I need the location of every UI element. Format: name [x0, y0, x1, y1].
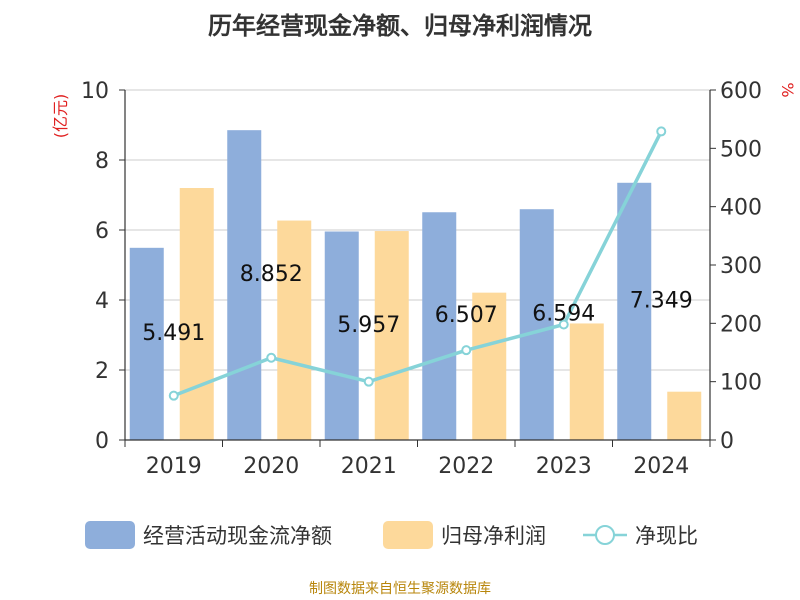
ratio-point-2024 [656, 126, 667, 137]
bar-cashflow-2021 [324, 231, 359, 440]
right-axis-unit: % [778, 82, 797, 97]
ratio-point-2019 [168, 390, 179, 401]
legend-item-cashflow[interactable]: 经营活动现金流净额 [85, 518, 332, 552]
right-tick-label-5: 500 [720, 137, 762, 162]
legend: 经营活动现金流净额 归母净利润 净现比 [0, 518, 800, 552]
data-label-2023: 6.594 [532, 302, 595, 327]
left-axis-unit: (亿元) [51, 94, 70, 139]
right-tick-label-6: 600 [720, 79, 762, 104]
left-tick-label-4: 8 [95, 149, 109, 174]
right-tick-label-4: 400 [720, 196, 762, 221]
data-labels: 5.491 8.852 5.957 6.507 6.594 7.349 [142, 262, 692, 346]
bar-net-profit-2019 [179, 188, 214, 440]
x-tick-label-2019: 2019 [146, 454, 202, 479]
right-tick-label-2: 200 [720, 312, 762, 337]
bar-cashflow-2020 [227, 130, 262, 440]
bar-cashflow-2024 [617, 182, 652, 440]
ratio-line-path [173, 130, 663, 398]
legend-item-ratio[interactable]: 净现比 [583, 518, 698, 552]
x-tick-label-2024: 2024 [633, 454, 689, 479]
ratio-point-2023 [558, 319, 569, 330]
bar-cashflow-2023 [519, 209, 554, 440]
legend-label-net-profit: 归母净利润 [441, 524, 546, 548]
ratio-point-2022 [461, 345, 472, 356]
legend-label-ratio: 净现比 [635, 524, 698, 548]
right-tick-label-0: 0 [720, 429, 734, 454]
bars [129, 130, 702, 440]
bar-net-profit-2024 [667, 391, 702, 440]
legend-swatch-cashflow [85, 521, 135, 549]
right-tick-label-1: 100 [720, 371, 762, 396]
legend-swatch-net-profit [383, 521, 433, 549]
left-tick-label-0: 0 [95, 429, 109, 454]
bar-cashflow-2019 [129, 247, 164, 440]
chart-title: 历年经营现金净额、归母净利润情况 [208, 12, 592, 40]
data-source-note: 制图数据来自恒生聚源数据库 [309, 581, 491, 597]
bar-cashflow-2022 [422, 212, 457, 440]
data-label-2019: 5.491 [142, 321, 205, 346]
left-tick-label-3: 6 [95, 219, 109, 244]
bar-net-profit-2021 [374, 231, 409, 440]
ratio-point-2021 [363, 376, 374, 387]
legend-label-cashflow: 经营活动现金流净额 [143, 524, 332, 548]
x-tick-label-2021: 2021 [341, 454, 397, 479]
bar-net-profit-2020 [277, 220, 312, 440]
left-tick-label-2: 4 [95, 289, 109, 314]
x-tick-label-2023: 2023 [536, 454, 592, 479]
data-label-2021: 5.957 [337, 313, 400, 338]
data-label-2024: 7.349 [630, 288, 693, 313]
ratio-line [168, 126, 667, 401]
x-tick-label-2022: 2022 [438, 454, 494, 479]
data-label-2020: 8.852 [240, 262, 303, 287]
x-tick-label-2020: 2020 [243, 454, 299, 479]
legend-swatch-ratio [583, 525, 627, 545]
left-tick-label-5: 10 [81, 79, 109, 104]
legend-item-net-profit[interactable]: 归母净利润 [383, 518, 546, 552]
bar-net-profit-2023 [569, 323, 604, 440]
ratio-point-2020 [266, 352, 277, 363]
left-tick-label-1: 2 [95, 359, 109, 384]
data-label-2022: 6.507 [435, 303, 498, 328]
right-tick-label-3: 300 [720, 254, 762, 279]
bar-net-profit-2022 [472, 292, 507, 440]
